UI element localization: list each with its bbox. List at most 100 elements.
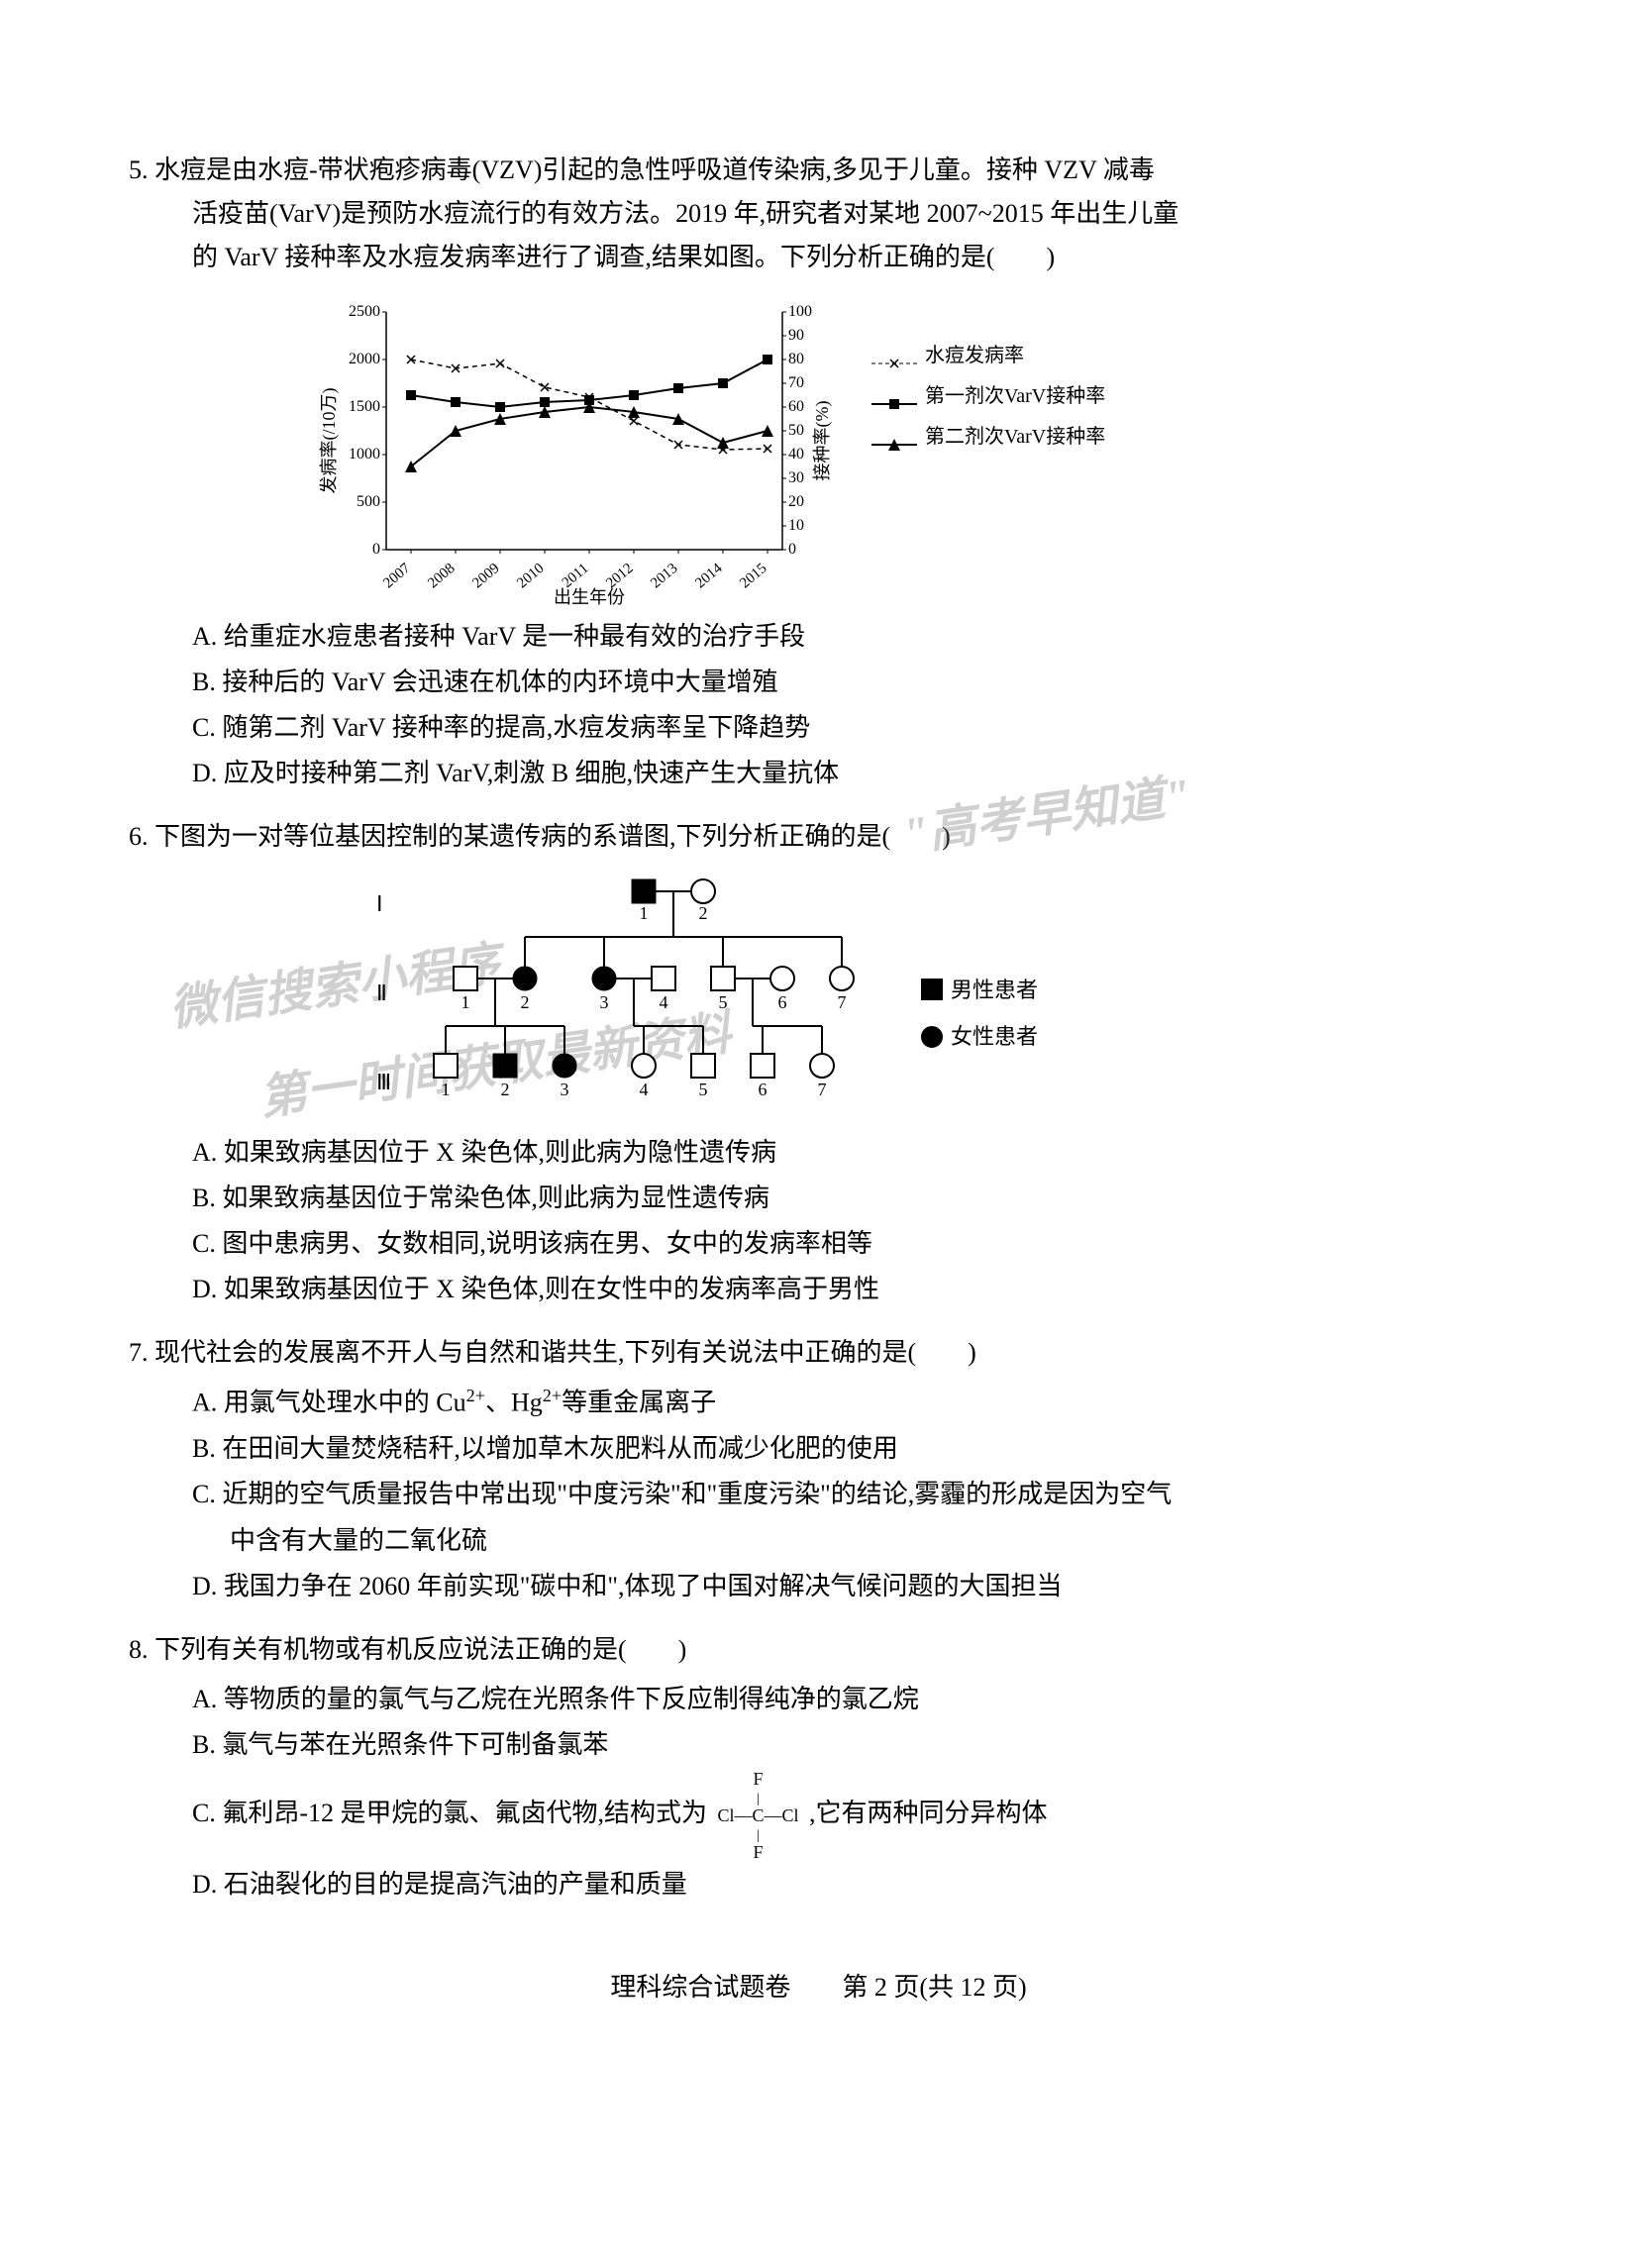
svg-text:2015: 2015 <box>737 560 769 591</box>
question-8: 8. 下列有关有机物或有机反应说法正确的是( ) A. 等物质的量的氯气与乙烷在… <box>129 1628 1508 1907</box>
q5-options: A. 给重症水痘患者接种 VarV 是一种最有效的治疗手段 B. 接种后的 Va… <box>129 615 1508 796</box>
svg-text:60: 60 <box>788 398 804 415</box>
q6-option-b: B. 如果致病基因位于常染色体,则此病为显性遗传病 <box>192 1177 1508 1220</box>
q6-number: 6. <box>129 822 149 851</box>
question-7: 7. 现代社会的发展离不开人与自然和谐共生,下列有关说法中正确的是( ) A. … <box>129 1331 1508 1608</box>
q7-number: 7. <box>129 1338 149 1367</box>
svg-text:2013: 2013 <box>648 560 680 591</box>
q6-stem: 下图为一对等位基因控制的某遗传病的系谱图,下列分析正确的是( ) <box>154 822 951 851</box>
q7-a-sup2: 2+ <box>543 1386 562 1405</box>
y1-axis-label: 发病率(/10万) <box>319 387 340 493</box>
q7-option-c1: C. 近期的空气质量报告中常出现"中度污染"和"重度污染"的结论,雾霾的形成是因… <box>192 1473 1508 1516</box>
q8-options: A. 等物质的量的氯气与乙烷在光照条件下反应制得纯净的氯乙烷 B. 氯气与苯在光… <box>129 1678 1508 1907</box>
q6-option-c: C. 图中患病男、女数相同,说明该病在男、女中的发病率相等 <box>192 1222 1508 1266</box>
q7-stem: 现代社会的发展离不开人与自然和谐共生,下列有关说法中正确的是( ) <box>154 1338 976 1367</box>
svg-text:1: 1 <box>640 903 649 923</box>
svg-text:2007: 2007 <box>380 560 414 591</box>
svg-text:3: 3 <box>561 1080 569 1099</box>
question-5: 5. 水痘是由水痘-带状疱疹病毒(VZV)引起的急性呼吸道传染病,多见于儿童。接… <box>129 149 1508 795</box>
svg-text:6: 6 <box>778 992 787 1012</box>
svg-text:1: 1 <box>461 992 470 1012</box>
svg-text:500: 500 <box>357 493 380 510</box>
q8-stem: 下列有关有机物或有机反应说法正确的是( ) <box>154 1635 686 1664</box>
svg-text:4: 4 <box>660 992 668 1012</box>
svg-text:2014: 2014 <box>692 560 726 591</box>
chem-mid: Cl—C—Cl <box>718 1805 799 1825</box>
q6-option-d: D. 如果致病基因位于 X 染色体,则在女性中的发病率高于男性 <box>192 1268 1508 1311</box>
q7-a-mid: 、Hg <box>485 1389 543 1417</box>
q7-a-pre: A. 用氯气处理水中的 Cu <box>192 1389 466 1417</box>
svg-text:2009: 2009 <box>469 560 502 591</box>
svg-text:2500: 2500 <box>349 303 380 320</box>
pedigree-legend: 男性患者 女性患者 <box>921 972 1038 1066</box>
q6-option-a: A. 如果致病基因位于 X 染色体,则此病为隐性遗传病 <box>192 1131 1508 1175</box>
filled-circle-icon <box>921 1026 943 1048</box>
pedigree-diagram: 微信搜索小程序 第一时间获取最新资料 Ⅰ Ⅱ Ⅲ 1 2 <box>366 868 1258 1125</box>
q7-a-post: 等重金属离子 <box>562 1389 716 1417</box>
svg-text:30: 30 <box>788 469 804 486</box>
chem-top: F <box>754 1769 764 1789</box>
svg-text:3: 3 <box>600 992 609 1012</box>
x-axis-label: 出生年份 <box>554 587 625 607</box>
q8-c-post: ,它有两种同分异构体 <box>809 1799 1048 1827</box>
legend-label-2: 第一剂次VarV接种率 <box>925 378 1105 415</box>
svg-text:2000: 2000 <box>349 351 380 367</box>
legend-male-label: 男性患者 <box>951 972 1038 1008</box>
svg-text:2010: 2010 <box>514 560 547 591</box>
question-6: 6. 下图为一对等位基因控制的某遗传病的系谱图,下列分析正确的是( ) "高考早… <box>129 815 1508 1311</box>
svg-text:10: 10 <box>788 517 804 534</box>
legend-row-1: 水痘发病率 <box>871 338 1105 374</box>
svg-text:0: 0 <box>788 541 796 558</box>
q8-option-a: A. 等物质的量的氯气与乙烷在光照条件下反应制得纯净的氯乙烷 <box>192 1678 1508 1721</box>
q7-options: A. 用氯气处理水中的 Cu2+、Hg2+等重金属离子 B. 在田间大量焚烧秸秆… <box>129 1381 1508 1608</box>
svg-text:1500: 1500 <box>349 398 380 415</box>
svg-text:1000: 1000 <box>349 446 380 463</box>
page-footer: 理科综合试题卷 第 2 页(共 12 页) <box>129 1966 1508 2010</box>
legend-female-label: 女性患者 <box>951 1018 1038 1055</box>
q8-option-c: C. 氟利昂-12 是甲烷的氯、氟卤代物,结构式为 F | Cl—C—Cl | … <box>192 1770 1508 1861</box>
legend-male-affected: 男性患者 <box>921 972 1038 1008</box>
svg-text:50: 50 <box>788 422 804 439</box>
filled-square-icon <box>921 979 943 1000</box>
legend-label-3: 第二剂次VarV接种率 <box>925 419 1105 456</box>
svg-text:2: 2 <box>521 992 530 1012</box>
y2-axis-label: 接种率(%) <box>812 400 833 480</box>
q7-a-sup1: 2+ <box>466 1386 485 1405</box>
chart-svg: 0 500 1000 1500 2000 2500 0 10 20 30 40 50 <box>307 292 862 609</box>
pedigree-svg: 1 2 1 2 3 4 5 6 7 <box>366 868 921 1125</box>
svg-text:7: 7 <box>838 992 847 1012</box>
q5-stem-2: 活疫苗(VarV)是预防水痘流行的有效方法。2019 年,研究者对某地 2007… <box>129 192 1508 236</box>
q8-c-pre: C. 氟利昂-12 是甲烷的氯、氟卤代物,结构式为 <box>192 1799 707 1827</box>
q5-option-c: C. 随第二剂 VarV 接种率的提高,水痘发病率呈下降趋势 <box>192 706 1508 750</box>
q5-stem-1: 水痘是由水痘-带状疱疹病毒(VZV)引起的急性呼吸道传染病,多见于儿童。接种 V… <box>154 155 1155 184</box>
svg-text:80: 80 <box>788 351 804 367</box>
q7-option-b: B. 在田间大量焚烧秸秆,以增加草木灰肥料从而减少化肥的使用 <box>192 1427 1508 1471</box>
svg-text:6: 6 <box>759 1080 767 1099</box>
q5-option-d: D. 应及时接种第二剂 VarV,刺激 B 细胞,快速产生大量抗体 <box>192 752 1508 795</box>
svg-text:1: 1 <box>442 1080 451 1099</box>
q8-option-b: B. 氯气与苯在光照条件下可制备氯苯 <box>192 1723 1508 1767</box>
svg-text:7: 7 <box>818 1080 827 1099</box>
svg-text:5: 5 <box>699 1080 708 1099</box>
svg-text:40: 40 <box>788 446 804 463</box>
q7-option-d: D. 我国力争在 2060 年前实现"碳中和",体现了中国对解决气候问题的大国担… <box>192 1565 1508 1608</box>
svg-text:2008: 2008 <box>425 560 458 591</box>
svg-text:100: 100 <box>788 303 812 320</box>
svg-text:4: 4 <box>640 1080 649 1099</box>
q5-number: 5. <box>129 155 149 184</box>
q7-option-a: A. 用氯气处理水中的 Cu2+、Hg2+等重金属离子 <box>192 1381 1508 1425</box>
q5-option-a: A. 给重症水痘患者接种 VarV 是一种最有效的治疗手段 <box>192 615 1508 659</box>
legend-label-1: 水痘发病率 <box>925 338 1024 374</box>
q5-chart: 0 500 1000 1500 2000 2500 0 10 20 30 40 50 <box>307 292 1297 609</box>
svg-text:20: 20 <box>788 493 804 510</box>
q6-options: A. 如果致病基因位于 X 染色体,则此病为隐性遗传病 B. 如果致病基因位于常… <box>129 1131 1508 1312</box>
chem-structure-icon: F | Cl—C—Cl | F <box>718 1770 799 1861</box>
svg-text:2: 2 <box>501 1080 510 1099</box>
svg-text:2: 2 <box>699 903 708 923</box>
svg-text:70: 70 <box>788 374 804 391</box>
q8-option-d: D. 石油裂化的目的是提高汽油的产量和质量 <box>192 1863 1508 1907</box>
svg-text:90: 90 <box>788 327 804 344</box>
svg-text:0: 0 <box>372 541 380 558</box>
q7-option-c2: 中含有大量的二氧化硫 <box>192 1519 1508 1563</box>
svg-text:5: 5 <box>719 992 728 1012</box>
